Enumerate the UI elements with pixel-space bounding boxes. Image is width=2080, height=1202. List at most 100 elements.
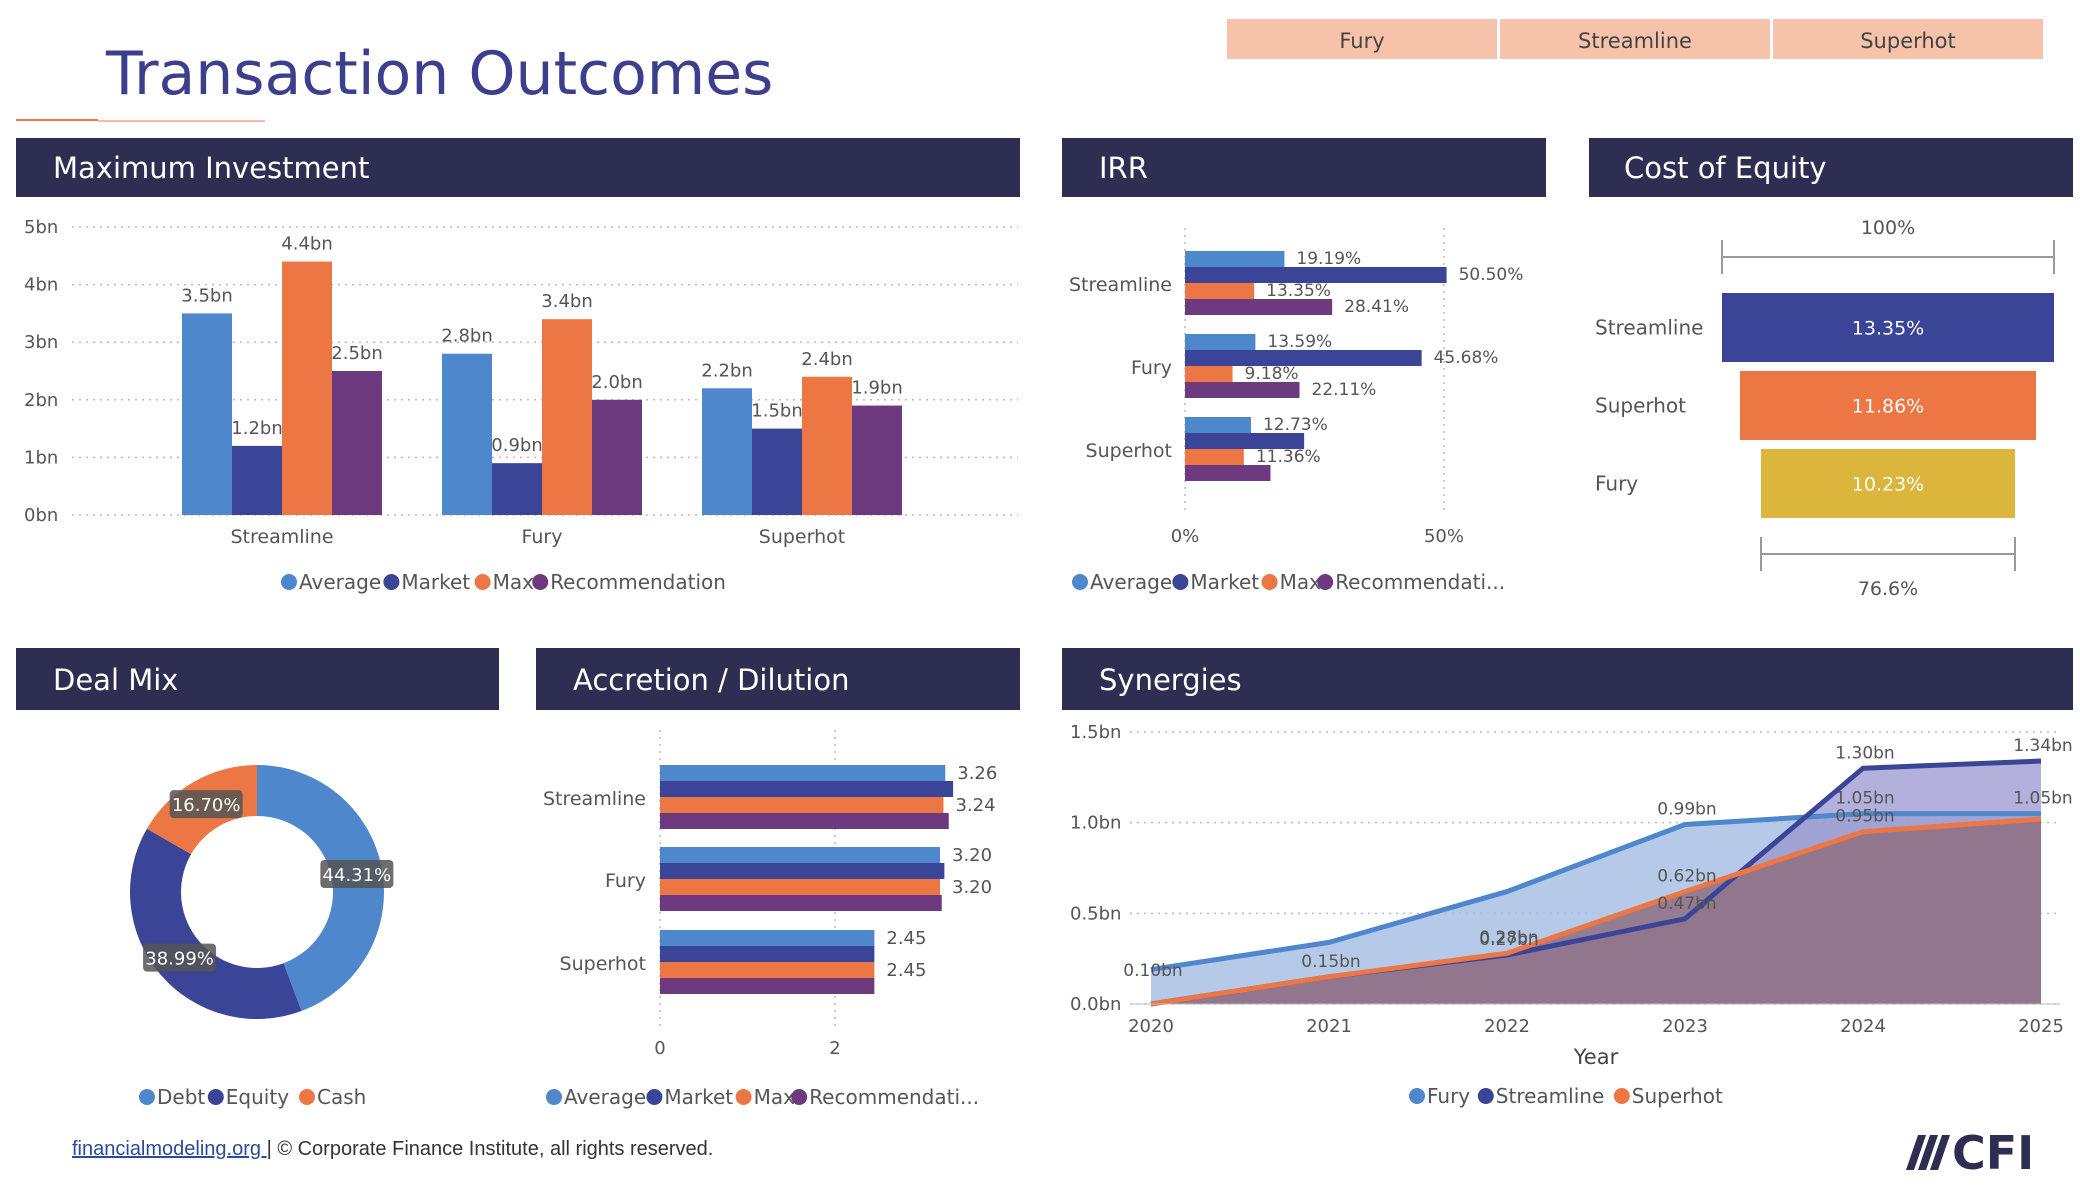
data-label: 0.99bn <box>1657 799 1716 819</box>
legend-marker <box>1172 574 1189 590</box>
legend-label: Recommendation <box>550 570 726 594</box>
legend-marker <box>1477 1088 1494 1104</box>
bar <box>660 863 945 879</box>
y-tick-label: 1.5bn <box>1070 722 1121 743</box>
data-label: 13.35% <box>1852 318 1924 340</box>
data-label: 45.68% <box>1434 348 1499 368</box>
data-label: 3.20 <box>952 845 992 866</box>
y-tick-label: Superhot <box>1086 440 1172 462</box>
data-label: 0.95bn <box>1835 807 1894 827</box>
x-tick-label: 2024 <box>1840 1016 1886 1037</box>
data-label: 2.4bn <box>801 349 852 370</box>
slicer-button-superhot[interactable]: Superhot <box>1773 19 2043 59</box>
data-label: 1.05bn <box>2013 789 2072 809</box>
y-tick-label: Streamline <box>543 788 646 810</box>
data-label: 3.24 <box>956 795 996 816</box>
data-label-box <box>320 859 394 888</box>
funnel-bottom-label: 76.6% <box>1858 578 1918 600</box>
y-tick-label: 3bn <box>24 332 58 353</box>
category-label: Fury <box>1595 472 1638 496</box>
logo-stripe <box>1930 1135 1950 1170</box>
data-label: 12.73% <box>1263 415 1328 435</box>
data-label: 0.27bn <box>1479 930 1538 950</box>
x-tick-label: Superhot <box>759 526 845 548</box>
bar <box>492 463 542 515</box>
legend-label: Market <box>664 1085 733 1109</box>
data-label: 1.5bn <box>751 401 802 422</box>
x-tick-label: Fury <box>522 526 563 548</box>
slicer: Fury Streamline Superhot <box>1227 19 2043 59</box>
panel-header-irr: IRR <box>1062 138 1546 197</box>
panel-header-accretion: Accretion / Dilution <box>536 648 1020 710</box>
bar <box>1185 417 1251 433</box>
donut-slice <box>257 765 385 1011</box>
panel-title: IRR <box>1099 151 1148 185</box>
bar <box>1185 334 1256 350</box>
data-label: 9.18% <box>1245 364 1299 384</box>
data-label: 0.10bn <box>1123 961 1182 981</box>
footer: financialmodeling.org | © Corporate Fina… <box>72 1138 713 1161</box>
bar <box>660 797 944 813</box>
data-label: 28.41% <box>1344 297 1409 317</box>
panel-title: Cost of Equity <box>1624 151 1827 185</box>
panel-header-deal-mix: Deal Mix <box>16 648 499 710</box>
legend-marker <box>646 1089 663 1105</box>
funnel-bar <box>1740 371 2036 440</box>
panel-header-cost-of-equity: Cost of Equity <box>1589 138 2073 197</box>
bar <box>660 847 940 863</box>
y-tick-label: 1.0bn <box>1070 813 1121 834</box>
data-label: 2.8bn <box>441 326 492 347</box>
y-tick-label: 4bn <box>24 275 58 296</box>
legend-marker <box>474 574 491 590</box>
cfi-logo: CFI <box>1906 1126 2034 1180</box>
data-label: 16.70% <box>172 795 241 816</box>
y-tick-label: Fury <box>1131 357 1172 379</box>
data-label: 0.62bn <box>1657 867 1716 887</box>
y-tick-label: Fury <box>605 870 646 892</box>
data-label: 3.4bn <box>541 291 592 312</box>
logo-stripe <box>1906 1135 1926 1170</box>
x-tick-label: 50% <box>1424 526 1464 547</box>
legend-label: Average <box>564 1085 646 1109</box>
bar <box>852 405 902 515</box>
legend-marker <box>532 574 549 590</box>
logo-text: CFI <box>1952 1126 2034 1180</box>
bar <box>660 978 875 994</box>
panel-title: Accretion / Dilution <box>573 663 849 697</box>
footer-copyright: | © Corporate Finance Institute, all rig… <box>266 1138 714 1160</box>
x-tick-label: 2 <box>829 1038 840 1059</box>
legend-label: Recommendati... <box>1335 570 1505 594</box>
legend-marker <box>791 1089 808 1105</box>
bar <box>1185 299 1333 315</box>
legend-label: Debt <box>157 1085 205 1109</box>
bar <box>1185 251 1285 267</box>
legend-label: Max <box>493 570 535 594</box>
chart-deal-mix: 44.31% 38.99% 16.70% Debt Equity Cash <box>130 765 394 1109</box>
x-tick-label: 2022 <box>1484 1016 1530 1037</box>
series-line <box>1150 811 2041 973</box>
data-label: 13.35% <box>1266 281 1331 301</box>
slicer-label: Superhot <box>1860 29 1956 53</box>
legend-label: Max <box>754 1085 796 1109</box>
slicer-button-fury[interactable]: Fury <box>1227 19 1497 59</box>
legend-marker <box>1261 574 1278 590</box>
footer-link[interactable]: financialmodeling.org <box>72 1138 267 1160</box>
bar <box>1185 449 1244 465</box>
funnel-bar <box>1722 293 2054 362</box>
bar <box>442 353 492 515</box>
legend-marker <box>1409 1088 1425 1104</box>
legend-marker <box>383 574 400 590</box>
bar <box>592 399 642 515</box>
bar <box>660 765 946 781</box>
legend-label: Average <box>1090 570 1172 594</box>
data-label: 1.34bn <box>2013 736 2072 756</box>
slicer-button-streamline[interactable]: Streamline <box>1500 19 1770 59</box>
bar <box>1185 465 1271 481</box>
data-label: 10.23% <box>1852 474 1924 496</box>
category-label: Superhot <box>1595 394 1686 418</box>
legend-label: Equity <box>226 1085 289 1109</box>
bar <box>1185 382 1300 398</box>
data-label: 3.20 <box>952 877 992 898</box>
y-tick-label: 0.0bn <box>1070 994 1121 1015</box>
panel-header-max-investment: Maximum Investment <box>16 138 1020 197</box>
